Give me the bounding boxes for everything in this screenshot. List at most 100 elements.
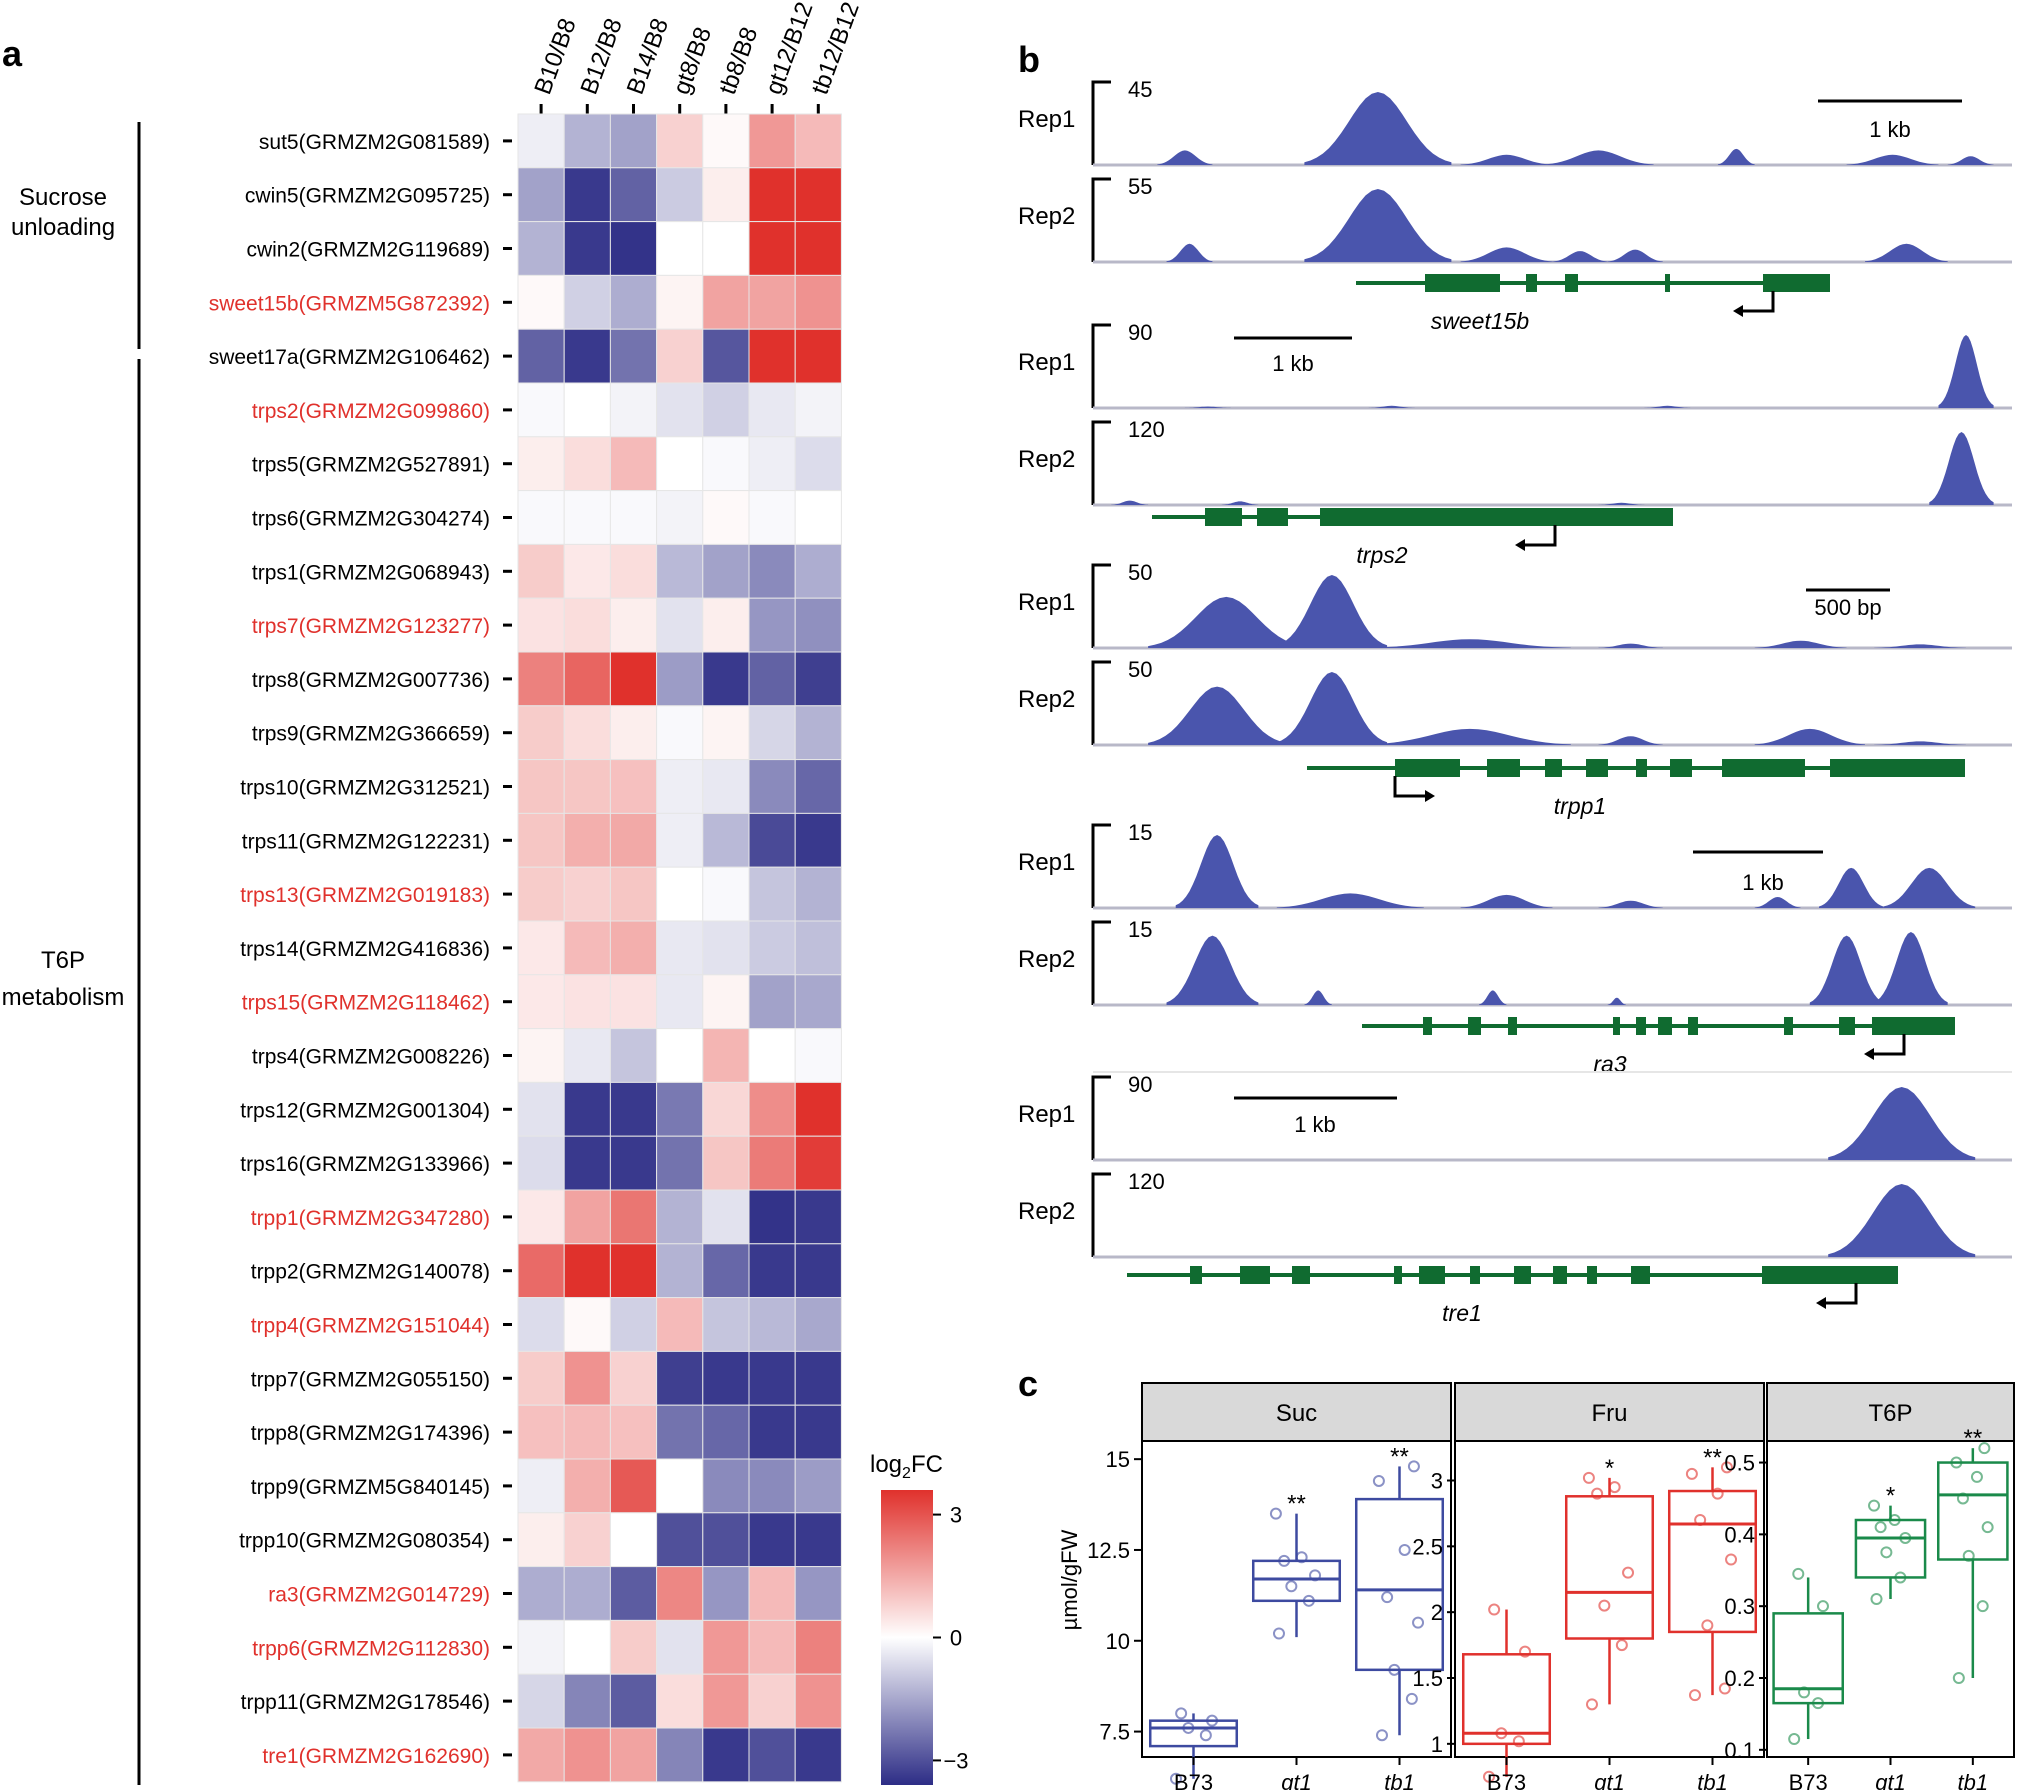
coverage-peak: [1276, 672, 1388, 745]
data-point: [1495, 1727, 1508, 1740]
significance-marker: **: [1287, 1491, 1306, 1518]
heatmap-cell: [748, 1458, 796, 1514]
gene-exon: [1763, 274, 1773, 292]
gene-exon: [1514, 1266, 1531, 1284]
row-label: trps8(GRMZM2G007736): [252, 669, 490, 692]
heatmap-cell: [794, 113, 842, 169]
heatmap-cell: [656, 382, 704, 438]
track-max-label: 50: [1128, 657, 1152, 682]
row-label: trps14(GRMZM2G416836): [240, 938, 490, 961]
panel-label-a: a: [2, 33, 23, 74]
gene-exon: [1468, 1017, 1481, 1035]
row-label: trpp10(GRMZM2G080354): [239, 1530, 490, 1553]
data-point: [1952, 1672, 1965, 1684]
gene-exon: [1490, 274, 1500, 292]
data-point: [1615, 1639, 1628, 1652]
arrow-head-icon: [1733, 305, 1743, 317]
gene-name: trpp1: [1554, 793, 1606, 819]
data-point: [1874, 1521, 1887, 1534]
data-point: [1591, 1487, 1604, 1500]
heatmap-cell: [609, 167, 658, 223]
row-label: cwin2(GRMZM2G119689): [246, 239, 490, 262]
heatmap-cell: [702, 1566, 750, 1621]
heatmap-cell: [794, 1512, 842, 1568]
box-body: [1251, 1559, 1342, 1603]
gene-exon: [1872, 1017, 1902, 1035]
x-tick-label: B73: [1174, 1770, 1213, 1790]
scale-bar-label: 1 kb: [1272, 351, 1314, 376]
data-point: [1870, 1593, 1883, 1605]
heatmap-cell: [656, 1566, 704, 1621]
heatmap-cell: [748, 597, 796, 653]
heatmap-cell: [794, 490, 842, 545]
data-point: [1688, 1689, 1701, 1702]
coverage-peak: [1607, 249, 1663, 262]
data-point: [1725, 1553, 1738, 1566]
y-tick-label: 7.5: [1099, 1720, 1130, 1745]
heatmap-cell: [656, 651, 704, 707]
data-point: [1388, 1663, 1401, 1676]
y-tick-label: 0.3: [1724, 1594, 1755, 1619]
track-axis: [1091, 323, 1111, 408]
heatmap-cell: [609, 651, 658, 707]
gene-exon: [1658, 1017, 1672, 1035]
colorbar-title-main: log: [870, 1451, 902, 1478]
heatmap-cell: [702, 1458, 750, 1514]
gene-exon: [1320, 508, 1545, 526]
gene-exon: [1545, 759, 1562, 777]
heatmap-cell: [794, 1081, 842, 1137]
x-tick-label: B73: [1487, 1770, 1526, 1790]
data-point: [1375, 1729, 1388, 1742]
heatmap-cell: [656, 167, 704, 223]
heatmap-cell: [609, 866, 658, 922]
heatmap-cell: [609, 1673, 658, 1729]
boxplot-facet: Fru 1 1.5 2 2.5 3 B73 * gt1 ** tb1: [1412, 1382, 1765, 1790]
track-axis: [1091, 1172, 1111, 1257]
heatmap-cell: [517, 759, 565, 814]
gene-exon: [1487, 759, 1520, 777]
data-point: [1812, 1697, 1825, 1710]
gene-exon: [1722, 759, 1805, 777]
heatmap-cell: [656, 1081, 704, 1137]
heatmap-cell: [748, 490, 796, 545]
coverage-peak: [1864, 243, 1948, 262]
heatmap-cell: [702, 759, 750, 814]
significance-marker: **: [1703, 1444, 1722, 1471]
row-label: trpp7(GRMZM2G055150): [251, 1368, 490, 1391]
heatmap-cell: [609, 1081, 658, 1137]
heatmap-cell: [517, 1135, 565, 1191]
gene-exon: [1631, 1266, 1650, 1284]
heatmap-cell: [563, 1619, 611, 1675]
heatmap-cell: [748, 382, 796, 438]
heatmap-cell: [794, 1619, 842, 1675]
panel-label-b: b: [1018, 39, 1040, 80]
heatmap-cell: [702, 920, 750, 976]
heatmap-cell: [563, 759, 611, 814]
heatmap-cell: [609, 1512, 658, 1568]
row-label: trps15(GRMZM2G118462): [242, 992, 490, 1015]
data-point: [1788, 1733, 1801, 1746]
heatmap-cell: [702, 1619, 750, 1675]
data-point: [1718, 1682, 1731, 1695]
track-label-rep1: Rep1: [1018, 106, 1075, 133]
y-tick-label: 1.5: [1412, 1666, 1443, 1691]
boxplot-facet: T6P 0.1 0.2 0.3 0.4 0.5 B73 * gt1 ** tb1: [1724, 1382, 2015, 1790]
significance-marker: *: [1886, 1483, 1895, 1510]
heatmap-cell: [609, 382, 658, 438]
data-point: [1720, 1461, 1733, 1474]
data-point: [1295, 1551, 1308, 1564]
row-label: trps4(GRMZM2G008226): [252, 1046, 490, 1069]
heatmap-cell: [563, 705, 611, 761]
coverage-peak: [1221, 501, 1259, 505]
data-point: [1685, 1467, 1698, 1480]
heatmap-cell: [702, 651, 750, 707]
row-label: trps2(GRMZM2G099860): [252, 400, 490, 423]
heatmap-cell: [702, 382, 750, 438]
heatmap-cell: [702, 974, 750, 1030]
coverage-peak: [1598, 736, 1663, 745]
row-label: trps6(GRMZM2G304274): [252, 508, 490, 531]
data-point: [1888, 1514, 1901, 1526]
heatmap-cell: [656, 490, 704, 545]
coverage-peak: [1598, 502, 1645, 505]
heatmap-cell: [702, 1404, 750, 1460]
